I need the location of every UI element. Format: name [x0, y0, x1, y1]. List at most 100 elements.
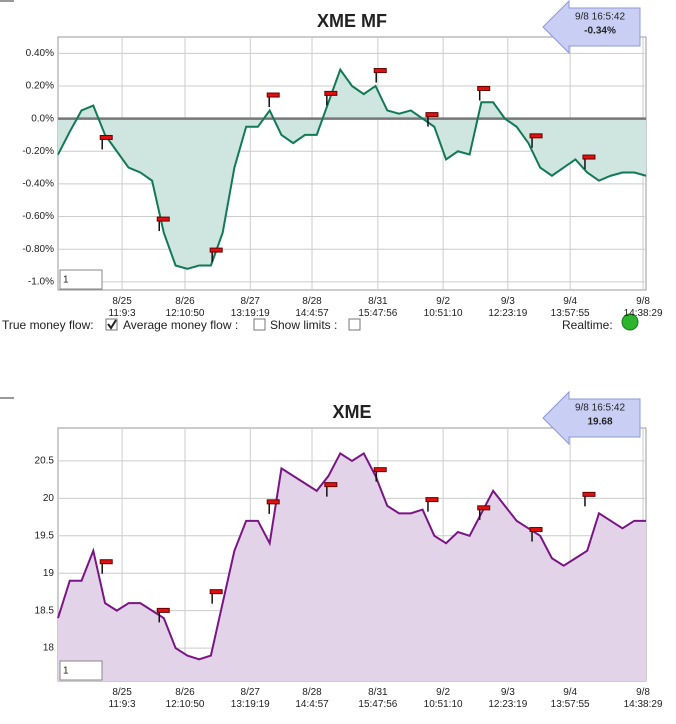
- y-tick-label: 18: [43, 643, 55, 654]
- marker-flag: [477, 505, 491, 511]
- x-tick-label: 8/28 14:4:57: [295, 687, 329, 710]
- x-tick-label-line: 12:10:50: [166, 308, 205, 319]
- marker-flag: [156, 607, 170, 613]
- event-marker: [425, 497, 439, 512]
- x-tick-label-line: 14:38:29: [624, 308, 663, 319]
- event-marker: [425, 112, 439, 127]
- line: [57, 67, 647, 270]
- marker-flag: [477, 85, 491, 91]
- x-tick-label-line: 9/3: [501, 296, 515, 307]
- x-tick-label-line: 9/8: [636, 296, 650, 307]
- zoom-input[interactable]: [59, 269, 103, 290]
- y-tick-label: -0.40%: [22, 179, 54, 190]
- x-tick-label-line: 8/28: [302, 687, 322, 698]
- x-tick-label-line: 14:4:57: [295, 308, 329, 319]
- x-tick-label: 9/8 14:38:29: [624, 687, 663, 710]
- x-tick-label-line: 13:57:55: [551, 308, 590, 319]
- event-marker: [156, 216, 170, 232]
- x-tick-label: 8/28 14:4:57: [295, 296, 329, 319]
- x-tick-label-line: 9/3: [501, 687, 515, 698]
- checkbox[interactable]: [253, 318, 266, 331]
- marker-flag: [373, 68, 387, 74]
- y-tick-label: 0.20%: [26, 81, 54, 92]
- checkbox[interactable]: [105, 318, 118, 331]
- checkbox[interactable]: [348, 318, 361, 331]
- marker-flag: [529, 133, 543, 139]
- x-tick-label: 8/27 13:19:19: [231, 296, 270, 319]
- event-marker: [266, 92, 280, 108]
- y-tick-label: 19.5: [35, 530, 55, 541]
- y-tick-label: -0.20%: [22, 146, 54, 157]
- x-tick-label: 9/2 10:51:10: [424, 296, 463, 319]
- badge-value: 19.68: [587, 417, 612, 428]
- marker-flag: [373, 467, 387, 473]
- x-tick-label-line: 9/8: [636, 687, 650, 698]
- x-tick-label-line: 13:57:55: [551, 699, 590, 710]
- event-marker: [324, 482, 338, 497]
- control-label: True money flow:: [2, 318, 94, 332]
- marker-flag: [529, 527, 543, 533]
- x-tick-label: 9/2 10:51:10: [424, 687, 463, 710]
- area: [58, 453, 646, 681]
- zoom-input-value: 1: [63, 666, 69, 677]
- line: [57, 452, 646, 661]
- marker-flag: [582, 154, 596, 160]
- marker-flag: [156, 216, 170, 222]
- y-tick-label: -0.60%: [22, 211, 54, 222]
- x-tick-label-line: 8/31: [368, 296, 388, 307]
- chart-title: XME: [332, 402, 371, 422]
- control-label: Show limits :: [270, 318, 337, 332]
- x-tick-label-line: 9/2: [436, 687, 450, 698]
- x-tick-label: 9/8 14:38:29: [624, 296, 663, 319]
- badge: [542, 390, 641, 446]
- badge: [542, 0, 641, 55]
- x-tick-label-line: 10:51:10: [424, 699, 463, 710]
- y-tick-label: 18.5: [35, 605, 55, 616]
- marker-flag: [324, 482, 338, 488]
- x-tick-label-line: 9/4: [563, 296, 577, 307]
- badge-time: 9/8 16:5:42: [575, 403, 625, 414]
- y-tick-label: 20: [43, 493, 55, 504]
- zoom-input[interactable]: [59, 660, 103, 681]
- marker-flag: [209, 247, 223, 253]
- realtime-indicator[interactable]: [621, 313, 639, 331]
- event-marker: [582, 491, 596, 507]
- control-label: Realtime:: [562, 318, 613, 332]
- x-tick-label-line: 13:19:19: [231, 699, 270, 710]
- event-marker: [477, 85, 491, 101]
- x-tick-label: 9/4 13:57:55: [551, 296, 590, 319]
- x-tick-label-line: 8/26: [175, 687, 195, 698]
- x-tick-label-line: 8/25: [112, 687, 132, 698]
- x-tick-label-line: 9/2: [436, 296, 450, 307]
- marker-flag: [425, 112, 439, 118]
- badge-value: -0.34%: [584, 26, 616, 37]
- x-tick-label-line: 11:9:3: [109, 699, 136, 710]
- zoom-input-value: 1: [63, 275, 69, 286]
- control-label: Average money flow :: [123, 318, 238, 332]
- event-marker: [477, 505, 491, 520]
- marker-flag: [425, 497, 439, 503]
- chart-title: XME MF: [317, 11, 387, 31]
- y-tick-label: 19: [43, 568, 55, 579]
- x-tick-label-line: 8/25: [112, 296, 132, 307]
- x-tick-label: 8/25 11:9:3: [109, 296, 136, 319]
- x-tick-label: 9/3 12:23:19: [488, 296, 527, 319]
- marker-flag: [266, 92, 280, 98]
- y-tick-label: 0.40%: [26, 48, 54, 59]
- event-marker: [324, 90, 338, 106]
- x-tick-label: 9/4 13:57:55: [551, 687, 590, 710]
- event-marker: [582, 154, 596, 170]
- x-tick-label-line: 11:9:3: [109, 308, 136, 319]
- x-tick-label: 8/27 13:19:19: [231, 687, 270, 710]
- x-tick-label-line: 8/28: [302, 296, 322, 307]
- badge-time: 9/8 16:5:42: [575, 12, 625, 23]
- event-marker: [99, 559, 113, 574]
- marker-flag: [99, 134, 113, 140]
- x-tick-label: 8/31 15:47:56: [358, 296, 397, 319]
- x-tick-label: 8/31 15:47:56: [358, 687, 397, 710]
- marker-flag: [582, 491, 596, 497]
- x-tick-label-line: 12:23:19: [488, 699, 527, 710]
- x-tick-label-line: 8/27: [241, 687, 261, 698]
- event-marker: [529, 133, 543, 148]
